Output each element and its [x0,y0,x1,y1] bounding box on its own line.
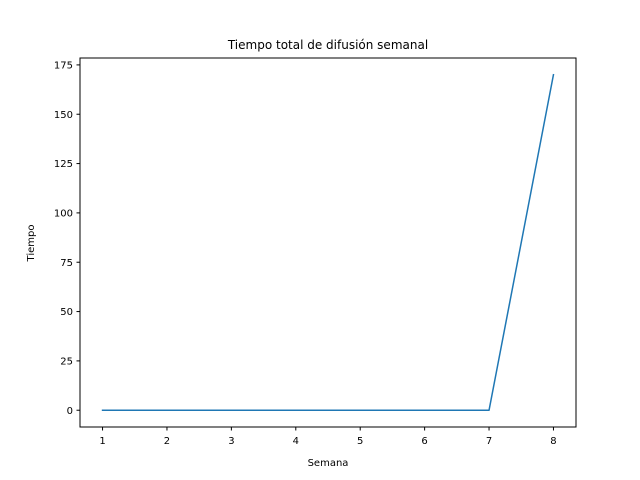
x-tick-label: 4 [293,436,299,447]
y-tick-label: 100 [54,209,73,220]
y-tick-label: 50 [60,307,73,318]
series-line-0 [101,73,555,411]
y-tick-label: 75 [60,258,73,269]
y-tick-label: 150 [54,110,73,121]
x-tick-label: 5 [357,436,363,447]
x-tick-label: 8 [550,436,556,447]
y-tick-label: 0 [67,406,73,417]
x-tick-label: 3 [228,436,234,447]
x-axis-label: Semana [308,458,349,469]
x-tick-label: 7 [486,436,492,447]
chart-title: Tiempo total de difusión semanal [227,38,428,52]
x-tick-label: 6 [421,436,427,447]
x-tick-label: 1 [99,436,105,447]
plot-area: 1 2 3 4 5 6 7 8 0 25 50 75 100 125 150 175 [54,57,577,447]
plot-frame [79,57,577,428]
x-tick-label: 2 [164,436,170,447]
y-tick-label: 175 [54,61,73,72]
y-tick-label: 125 [54,159,73,170]
y-tick-label: 25 [60,356,73,367]
y-axis-label: Tiempo [26,225,37,263]
